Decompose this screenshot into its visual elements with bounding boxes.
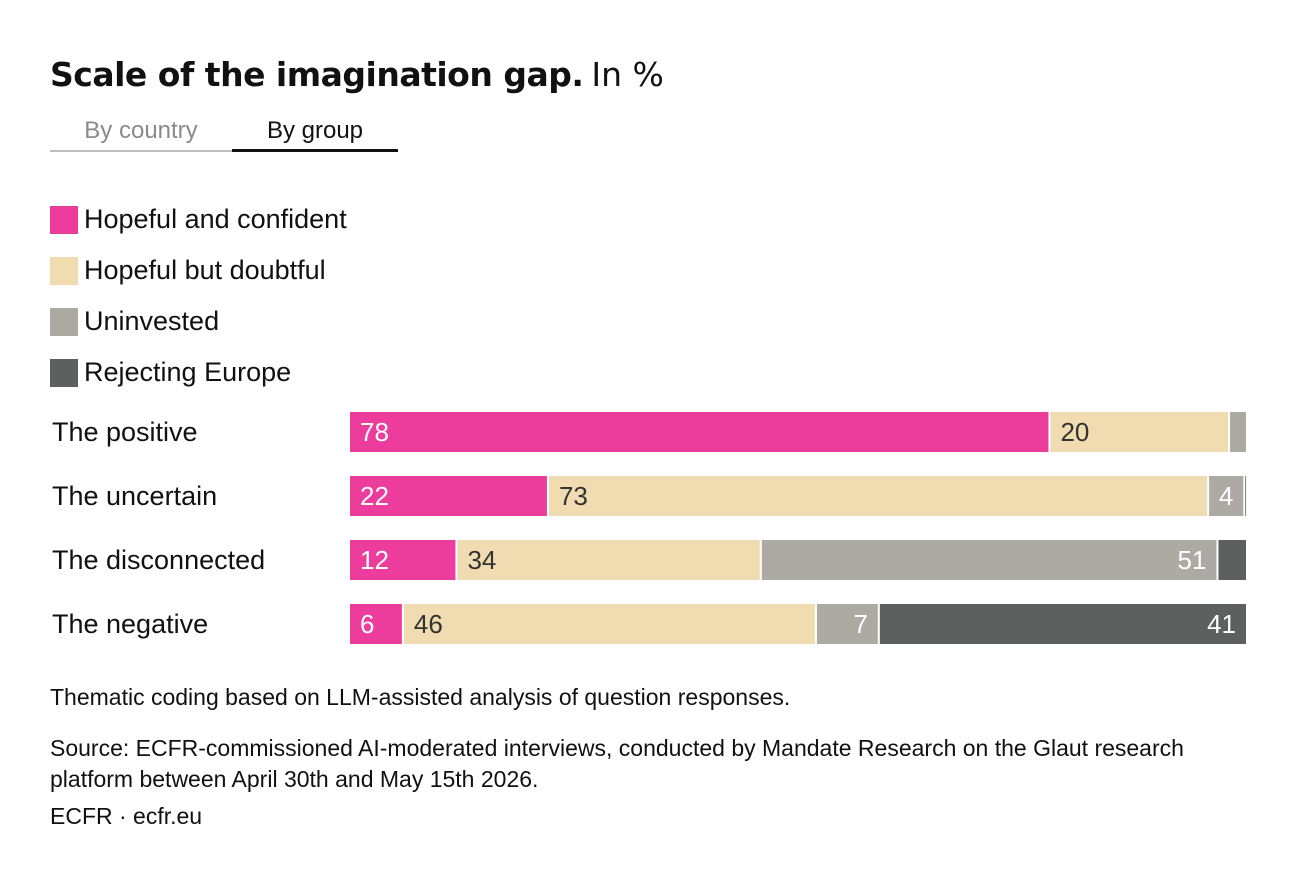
bar-segment: [1209, 476, 1244, 516]
chart-title: Scale of the imagination gap. In %: [50, 55, 664, 94]
data-label: 51: [1178, 545, 1207, 575]
legend-item-rejecting-europe: Rejecting Europe: [50, 347, 347, 398]
bar-segment: [761, 540, 1217, 580]
data-label: 46: [414, 609, 443, 639]
legend-swatch: [50, 256, 78, 285]
legend-item-hopeful-doubtful: Hopeful but doubtful: [50, 245, 347, 296]
legend-swatch: [50, 358, 78, 387]
bar-segment: [548, 476, 1208, 516]
bar-segment: [816, 604, 878, 644]
category-label: The negative: [52, 609, 208, 639]
data-label: 7: [853, 609, 867, 639]
data-label: 6: [360, 609, 374, 639]
category-label: The disconnected: [52, 545, 265, 575]
chart-notes: Thematic coding based on LLM-assisted an…: [50, 684, 1270, 830]
bar-segment: [350, 412, 1049, 452]
bar-segment: [403, 604, 815, 644]
legend-label: Hopeful and confident: [84, 204, 347, 234]
data-label: 41: [1207, 609, 1236, 639]
legend-swatch: [50, 307, 78, 336]
credit-line: ECFR · ecfr.eu: [50, 803, 203, 829]
bar-segment: [350, 476, 547, 516]
bar-segment: [350, 540, 456, 580]
data-label: 22: [360, 481, 389, 511]
bar-segment: [457, 540, 760, 580]
data-label: 12: [360, 545, 389, 575]
data-label: 34: [467, 545, 496, 575]
category-label: The uncertain: [52, 481, 217, 511]
tab-by-country[interactable]: By country: [50, 115, 232, 152]
bar-segment: [350, 604, 402, 644]
bar-segment: [1230, 412, 1246, 452]
bar-segment: [1245, 476, 1247, 516]
title-text: Scale of the imagination gap.: [50, 55, 584, 94]
tab-by-group[interactable]: By group: [232, 115, 398, 152]
legend-label: Hopeful but doubtful: [84, 255, 326, 285]
data-label: 4: [1219, 481, 1233, 511]
bar-segment: [1050, 412, 1229, 452]
data-label: 78: [360, 417, 389, 447]
legend-swatch: [50, 205, 78, 234]
legend-label: Rejecting Europe: [84, 357, 292, 387]
legend: Hopeful and confident Hopeful but doubtf…: [50, 194, 347, 398]
legend-item-hopeful-confident: Hopeful and confident: [50, 194, 347, 245]
legend-label: Uninvested: [84, 306, 220, 336]
source-note: Source: ECFR-commissioned AI-moderated i…: [50, 735, 1184, 792]
bar-segment: [879, 604, 1246, 644]
method-note: Thematic coding based on LLM-assisted an…: [50, 684, 791, 710]
title-unit: In %: [591, 55, 664, 94]
data-label: 73: [559, 481, 588, 511]
legend-item-uninvested: Uninvested: [50, 296, 347, 347]
data-label: 20: [1060, 417, 1089, 447]
view-tabs: By country By group: [50, 115, 398, 152]
category-label: The positive: [52, 417, 198, 447]
bar-segment: [1218, 540, 1246, 580]
